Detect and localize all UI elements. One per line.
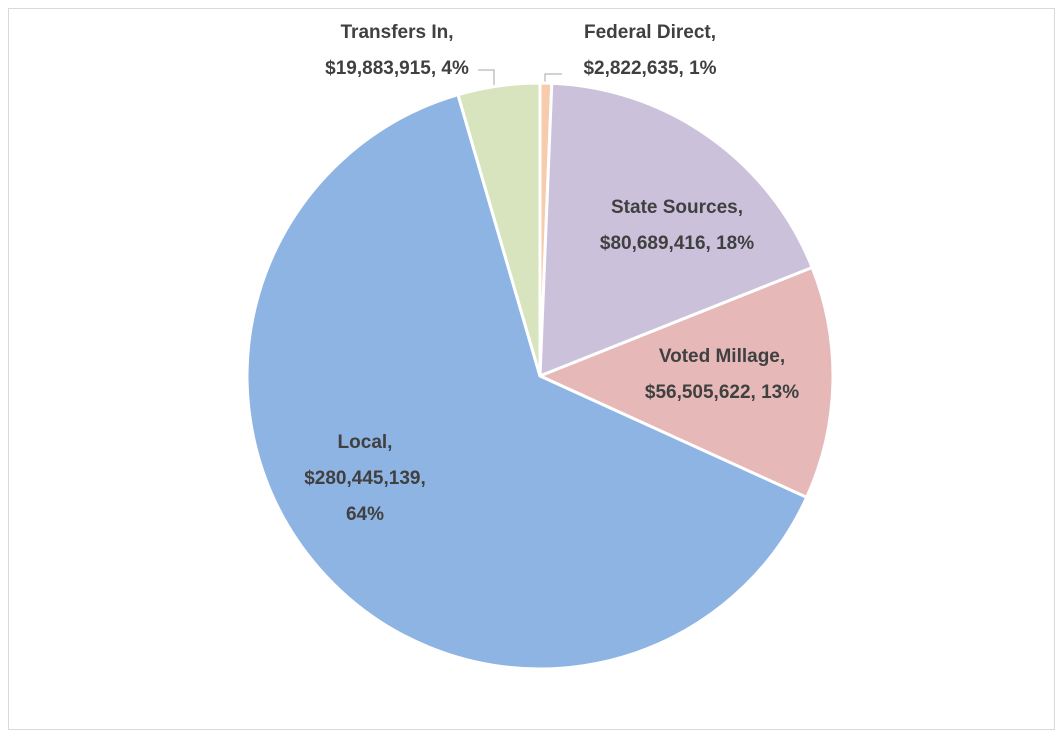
- pie-slice: [245, 92, 809, 671]
- leader-line: [478, 69, 495, 86]
- leader-line: [544, 73, 562, 84]
- slice-value-label: 64%: [346, 504, 384, 525]
- slice-value-label: $56,505,622, 13%: [645, 382, 799, 403]
- slice-label: State Sources,: [611, 197, 743, 218]
- slice-label: Federal Direct,: [584, 22, 716, 43]
- slice-label: Transfers In,: [341, 22, 454, 43]
- pie-slice: [456, 81, 542, 377]
- slice-value-label: $80,689,416, 18%: [600, 233, 754, 254]
- slice-value-label: $280,445,139,: [304, 468, 426, 489]
- slice-value-label: $2,822,635, 1%: [583, 58, 716, 79]
- pie-slice: [536, 265, 835, 500]
- pie-slice: [538, 81, 815, 379]
- slice-label: Local,: [338, 432, 393, 453]
- slice-label: Voted Millage,: [659, 346, 785, 367]
- slice-value-label: $19,883,915, 4%: [325, 58, 469, 79]
